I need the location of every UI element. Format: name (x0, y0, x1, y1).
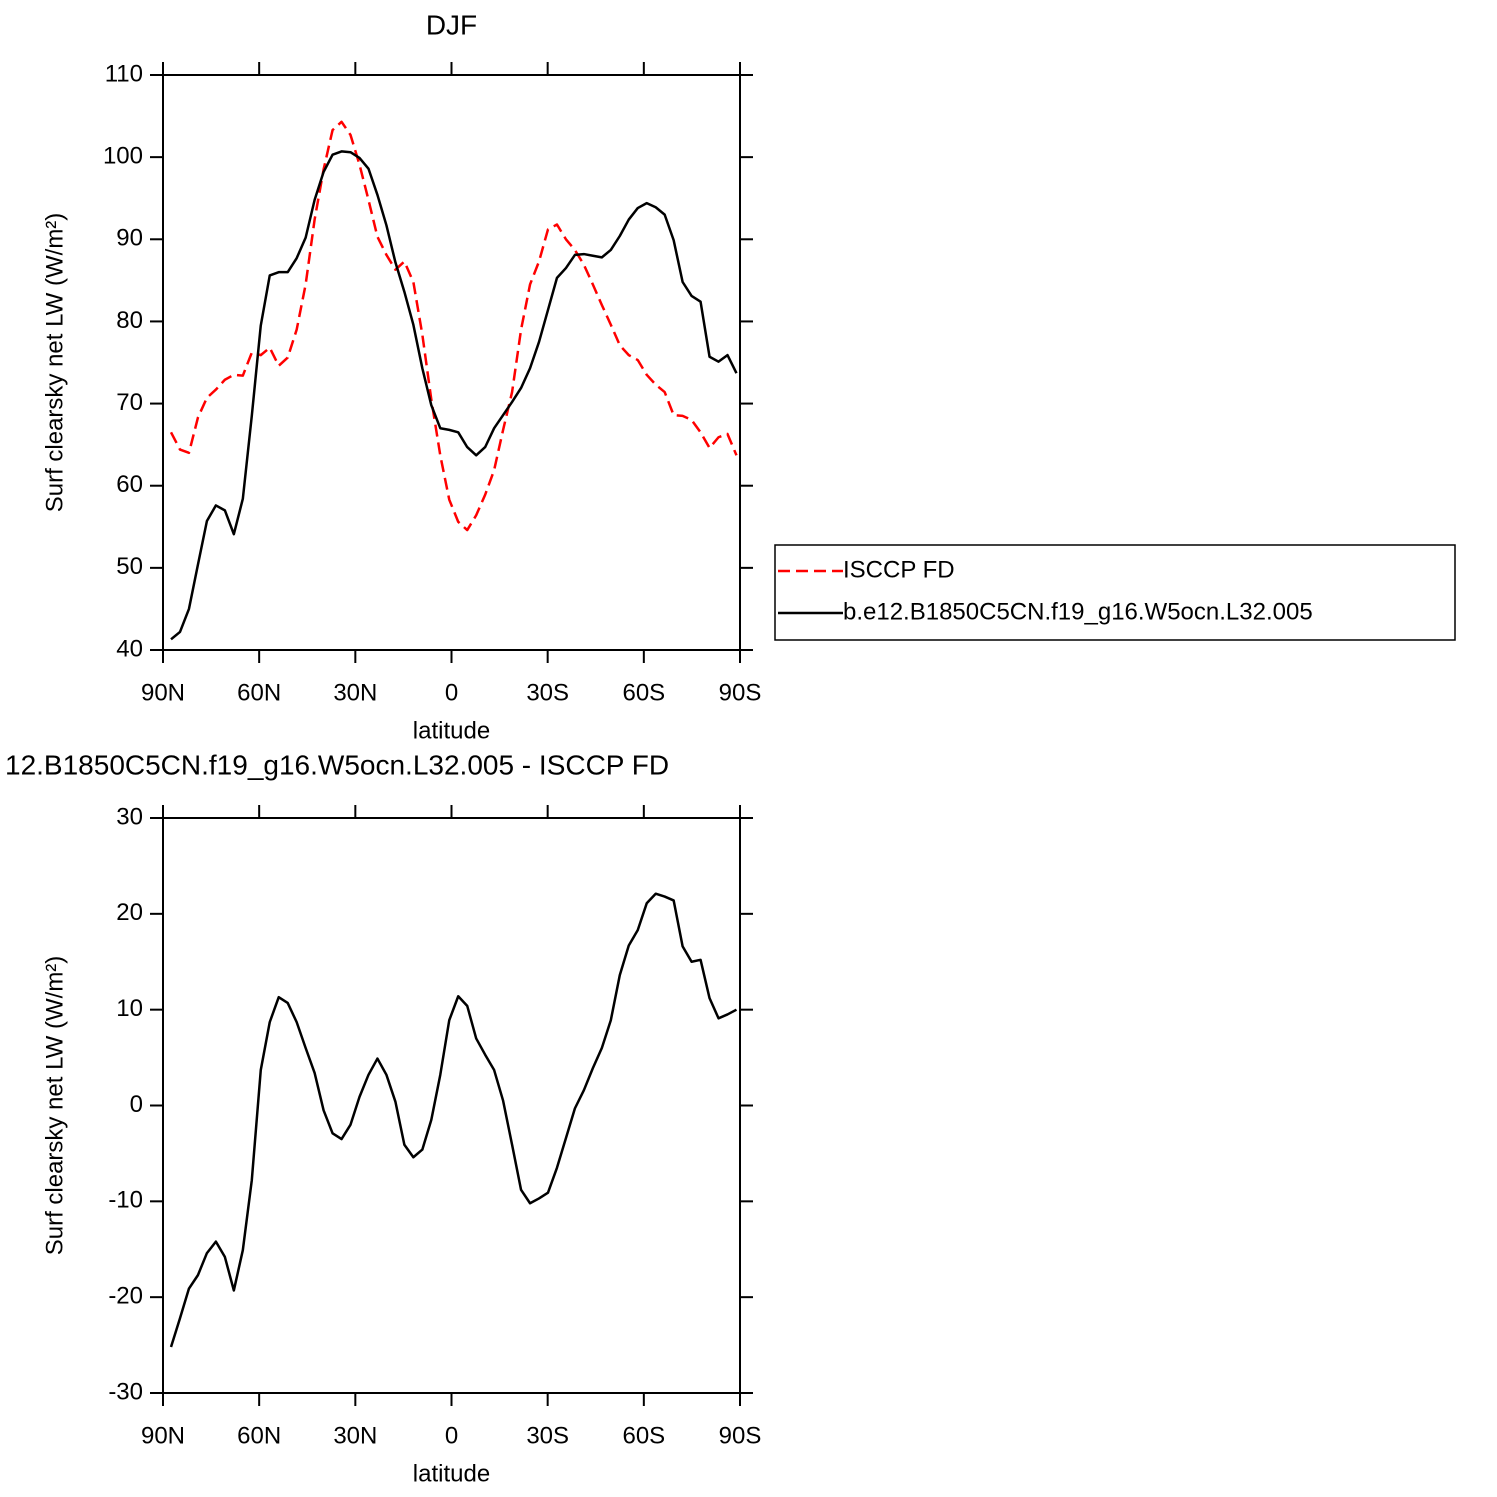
x-tick-label: 0 (445, 1422, 458, 1449)
x-tick-label: 30N (333, 1422, 377, 1449)
legend-label: b.e12.B1850C5CN.f19_g16.W5ocn.L32.005 (843, 598, 1313, 625)
x-tick-label: 30N (333, 679, 377, 706)
data-line (169, 892, 738, 1348)
x-axis-label: latitude (413, 717, 490, 744)
x-tick-label: 60S (622, 679, 665, 706)
y-tick-label: 60 (116, 471, 143, 498)
x-tick-label: 90N (141, 679, 185, 706)
x-tick-label: 60S (622, 1422, 665, 1449)
y-tick-label: 110 (105, 60, 143, 87)
chart-title: DJF (426, 9, 477, 40)
y-tick-label: -10 (108, 1187, 143, 1214)
y-tick-label: 0 (130, 1091, 143, 1118)
x-tick-label: 90S (719, 1422, 762, 1449)
y-tick-label: 10 (116, 995, 143, 1022)
y-tick-label: 20 (116, 899, 143, 926)
x-tick-label: 0 (445, 679, 458, 706)
y-tick-label: 80 (116, 307, 143, 334)
x-tick-label: 60N (237, 1422, 281, 1449)
y-tick-label: 40 (116, 635, 143, 662)
plot-frame (162, 817, 741, 1394)
data-line (169, 120, 738, 532)
y-axis-label: Surf clearsky net LW (W/m²) (41, 213, 68, 513)
y-tick-label: 50 (116, 553, 143, 580)
y-tick-label: 90 (116, 225, 143, 252)
y-tick-label: -20 (108, 1283, 143, 1310)
x-tick-label: 90N (141, 1422, 185, 1449)
y-axis-label: Surf clearsky net LW (W/m²) (41, 956, 68, 1256)
y-tick-label: 70 (116, 389, 143, 416)
y-tick-label: -30 (108, 1378, 143, 1405)
x-tick-label: 30S (526, 679, 569, 706)
y-tick-label: 30 (116, 803, 143, 830)
legend-box (774, 544, 1456, 641)
legend-label: ISCCP FD (843, 556, 955, 583)
chart-title: 12.B1850C5CN.f19_g16.W5ocn.L32.005 - ISC… (5, 749, 669, 780)
x-axis-label: latitude (413, 1460, 490, 1487)
data-line (170, 150, 738, 641)
x-tick-label: 30S (526, 1422, 569, 1449)
x-tick-label: 90S (719, 679, 762, 706)
plot-frame (162, 74, 741, 651)
y-tick-label: 100 (103, 142, 143, 169)
x-tick-label: 60N (237, 679, 281, 706)
